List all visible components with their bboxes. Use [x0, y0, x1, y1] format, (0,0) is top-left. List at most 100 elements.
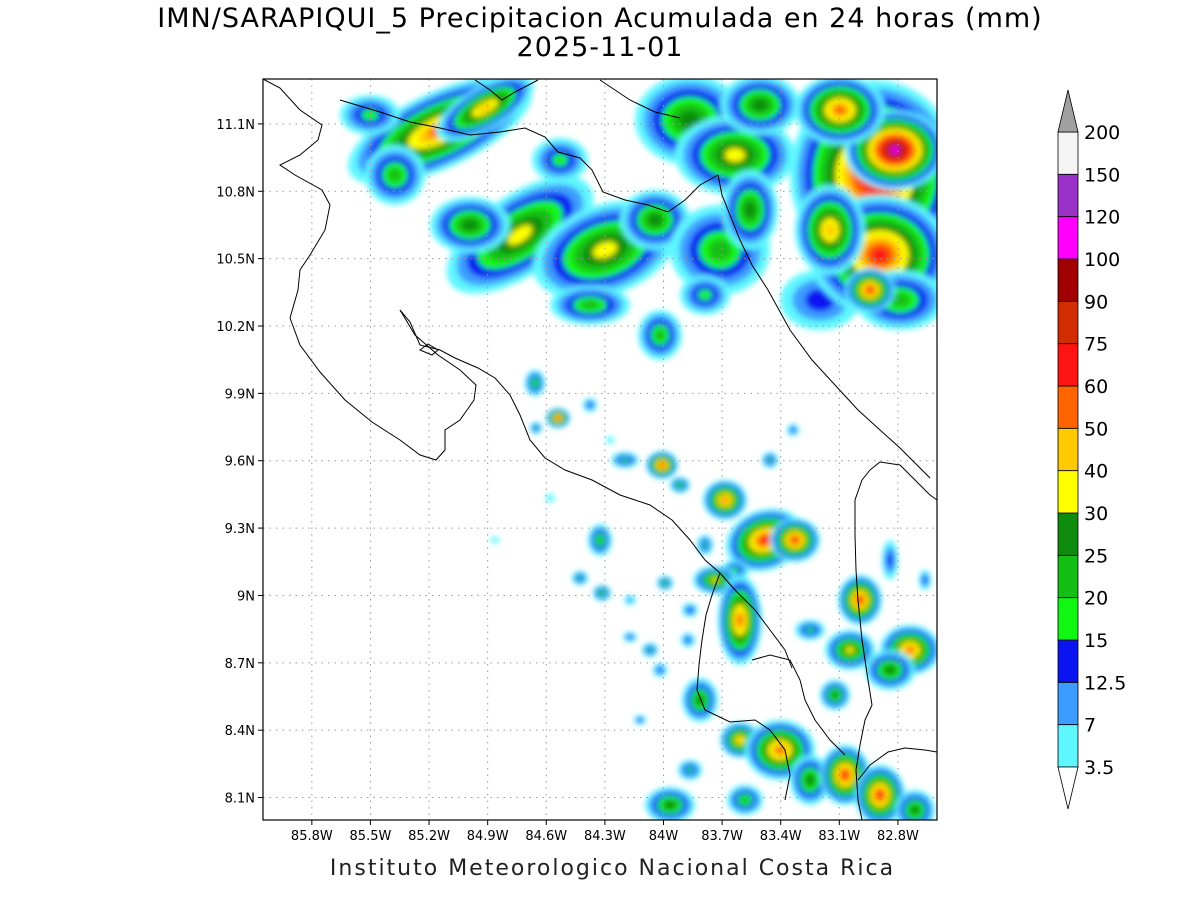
- precip-contour: [626, 597, 634, 603]
- colorbar-label: 200: [1084, 122, 1120, 144]
- x-tick-label: 84W: [649, 829, 679, 844]
- x-tick-label: 85.8W: [291, 829, 333, 844]
- precip-contour: [805, 627, 815, 633]
- precip-contour: [507, 225, 533, 245]
- precip-contour: [834, 105, 846, 115]
- colorbar: 3.5 7 12.5 15 20 25 30 40 50 60 75 90 100 120 150 200: [1057, 89, 1126, 810]
- precip-contour: [577, 576, 583, 580]
- precip-contour: [911, 806, 919, 814]
- precip-contour: [654, 329, 666, 341]
- precip-contour: [702, 542, 708, 548]
- x-tick-label: 85.5W: [350, 829, 392, 844]
- precip-contour: [792, 537, 798, 543]
- y-tick-label: 10.5N: [216, 253, 255, 268]
- coastline-path: [751, 654, 846, 756]
- precip-contour: [889, 293, 911, 307]
- coastline-path: [599, 79, 681, 119]
- precip-contour: [725, 148, 745, 162]
- coastlines: [263, 79, 937, 820]
- precip-contour: [627, 635, 633, 639]
- coastline-path: [717, 174, 931, 479]
- precip-contour: [648, 214, 662, 226]
- colorbar-label: 150: [1084, 164, 1120, 186]
- y-tick-label: 11.1N: [216, 118, 255, 133]
- coastline-path: [474, 79, 539, 101]
- colorbar-label: 15: [1084, 630, 1108, 652]
- precip-contour: [752, 99, 768, 111]
- precip-contour: [660, 463, 664, 467]
- colorbar-label: 3.5: [1084, 757, 1114, 779]
- colorbar-swatch: [1057, 385, 1079, 429]
- colorbar-min-arrow: [1057, 766, 1079, 810]
- colorbar-swatch: [1057, 343, 1079, 387]
- precip-contour: [388, 168, 402, 182]
- precip-contour: [545, 494, 555, 502]
- precip-contour: [887, 552, 893, 568]
- axis-ticks: 85.8W 85.5W 85.2W 84.9W 84.6W 84.3W 84W 83.7W 83…: [216, 118, 919, 844]
- y-tick-label: 10.8N: [216, 185, 255, 200]
- precip-contour: [740, 796, 750, 804]
- precip-contour: [737, 737, 743, 743]
- y-tick-label: 9N: [237, 589, 255, 604]
- precip-contour: [686, 767, 694, 773]
- colorbar-label: 20: [1084, 588, 1108, 610]
- x-tick-label: 83.4W: [760, 829, 802, 844]
- precip-contour: [760, 536, 770, 544]
- precip-contour: [462, 219, 478, 231]
- precip-contour: [744, 202, 756, 218]
- precip-contour: [867, 287, 873, 293]
- coastline-path: [696, 572, 791, 801]
- colorbar-label: 100: [1084, 249, 1120, 271]
- precip-contour: [552, 153, 568, 167]
- precip-contour: [842, 771, 848, 779]
- colorbar-swatch: [1057, 470, 1079, 514]
- island-outline: [419, 343, 439, 356]
- y-tick-label: 8.1N: [225, 792, 255, 807]
- colorbar-label: 90: [1084, 291, 1108, 313]
- x-tick-label: 83.7W: [701, 829, 743, 844]
- colorbar-swatch: [1057, 597, 1079, 641]
- coastline-path: [854, 469, 873, 820]
- precip-contour: [722, 497, 728, 503]
- y-tick-label: 10.2N: [216, 320, 255, 335]
- precip-contour: [592, 241, 618, 259]
- chart-title: IMN/SARAPIQUI_5 Precipitacion Acumulada …: [157, 3, 1043, 34]
- precip-contour: [824, 223, 836, 237]
- colorbar-label: 7: [1084, 715, 1096, 737]
- precip-contour: [490, 537, 500, 543]
- precip-contour: [871, 247, 889, 263]
- precip-contour: [599, 591, 605, 595]
- colorbar-label: 120: [1084, 207, 1120, 229]
- colorbar-swatch: [1057, 512, 1079, 556]
- precip-contour: [647, 648, 653, 652]
- precip-contour: [708, 239, 732, 261]
- precipitation-field: [340, 79, 937, 820]
- y-tick-label: 8.7N: [225, 657, 255, 672]
- colorbar-swatch: [1057, 300, 1079, 344]
- precip-contour: [806, 775, 814, 785]
- precip-contour: [637, 718, 643, 722]
- x-tick-label: 84.9W: [467, 829, 509, 844]
- colorbar-max-arrow: [1057, 89, 1079, 133]
- colorbar-swatch: [1057, 681, 1079, 725]
- precip-contour: [685, 637, 691, 643]
- precip-contour: [857, 597, 863, 603]
- precip-contour: [534, 426, 538, 430]
- precip-contour: [906, 646, 914, 654]
- precip-contour: [845, 646, 855, 654]
- credit-text: Instituto Meteorologico Nacional Costa R…: [329, 856, 896, 881]
- x-tick-label: 85.2W: [408, 829, 450, 844]
- coastline-path: [857, 747, 937, 781]
- precip-contour: [677, 483, 683, 487]
- x-tick-label: 82.8W: [877, 829, 919, 844]
- coastline-path: [339, 99, 719, 213]
- colorbar-swatch: [1057, 427, 1079, 471]
- precip-contour: [580, 300, 600, 310]
- coastline-path: [263, 79, 477, 461]
- precip-contour: [922, 576, 928, 584]
- chart-date: 2025-11-01: [516, 32, 684, 63]
- colorbar-swatch: [1057, 216, 1079, 260]
- precip-contour: [877, 791, 883, 799]
- precip-contour: [556, 416, 560, 420]
- colorbar-label: 75: [1084, 334, 1108, 356]
